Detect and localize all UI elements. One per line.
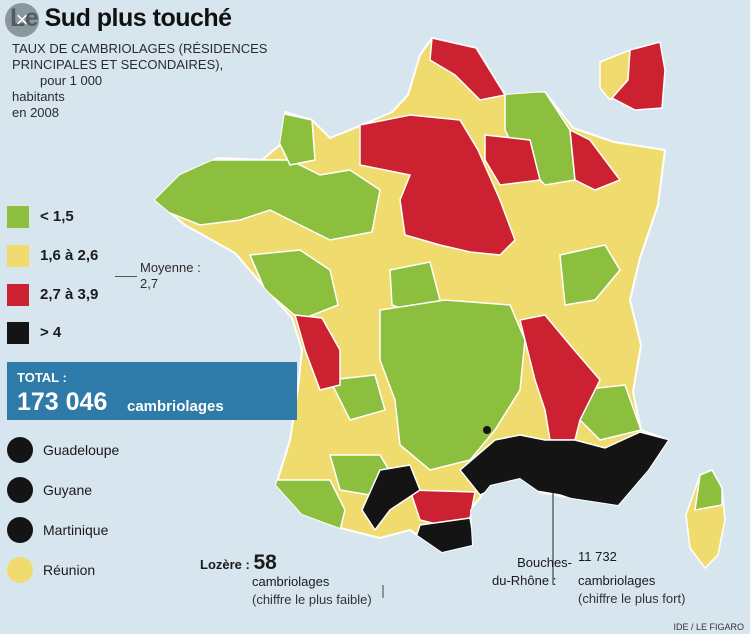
corsica-north xyxy=(694,469,723,511)
lozere-value: 58 xyxy=(253,551,277,574)
lozere-note: (chiffre le plus faible) xyxy=(252,592,372,607)
subtitle-line-1: TAUX DE CAMBRIOLAGES (RÉSIDENCES xyxy=(12,41,268,56)
page-title: Le Sud plus touché xyxy=(10,4,232,32)
bouches-name-1: Bouches- xyxy=(517,555,572,570)
lozere-name: Lozère : xyxy=(200,557,250,572)
region-toulouse xyxy=(361,464,421,532)
reunion-dot xyxy=(7,557,33,583)
total-label: TOTAL : xyxy=(17,370,67,385)
region-bretagne xyxy=(155,159,381,241)
legend-swatch-red xyxy=(7,284,29,306)
legend-label-red: 2,7 à 3,9 xyxy=(40,286,99,303)
bouches-name-2: du-Rhône : xyxy=(492,573,557,588)
region-vendee xyxy=(293,314,341,391)
region-dordogne xyxy=(328,374,386,421)
bouches-note: (chiffre le plus fort) xyxy=(578,591,686,606)
legend-swatch-yellow xyxy=(7,245,29,267)
bouches-unit: cambriolages xyxy=(578,573,656,588)
guadeloupe-dot xyxy=(7,437,33,463)
total-value: 173 046 xyxy=(17,388,108,416)
guyane-label: Guyane xyxy=(43,482,93,498)
total-unit: cambriolages xyxy=(127,398,224,415)
map-subtitle: TAUX DE CAMBRIOLAGES (RÉSIDENCES PRINCIP… xyxy=(12,41,312,121)
martinique-dot xyxy=(7,517,33,543)
region-marne xyxy=(484,134,541,186)
legend-label-green: < 1,5 xyxy=(40,208,74,225)
moyenne-note: Moyenne : 2,7 xyxy=(140,260,201,292)
martinique-label: Martinique xyxy=(43,522,109,538)
legend-swatch-black xyxy=(7,322,29,344)
region-rhone xyxy=(519,314,601,441)
region-nord xyxy=(429,38,507,101)
subtitle-line-3: pour 1 000 xyxy=(40,73,103,88)
region-landes xyxy=(268,479,346,531)
region-mediterranee xyxy=(458,431,668,511)
moyenne-connector xyxy=(115,276,137,277)
lozere-marker xyxy=(483,426,491,434)
guyane-dot xyxy=(7,477,33,503)
credit: IDE / LE FIGARO xyxy=(673,622,744,632)
close-icon[interactable]: × xyxy=(5,3,39,37)
lozere-callout: Lozère : 58 xyxy=(200,551,277,575)
reunion-label: Réunion xyxy=(43,562,96,578)
subtitle-line-5: en 2008 xyxy=(12,105,59,120)
region-jura xyxy=(559,244,621,306)
moyenne-value: 2,7 xyxy=(140,276,159,291)
legend-label-yellow: 1,6 à 2,6 xyxy=(40,247,99,264)
region-alsace xyxy=(569,128,622,191)
legend-swatch-green xyxy=(7,206,29,228)
guadeloupe-label: Guadeloupe xyxy=(43,442,120,458)
subtitle-line-4: habitants xyxy=(12,89,65,104)
legend-label-black: > 4 xyxy=(40,324,62,341)
region-ile-de-france xyxy=(359,114,516,256)
moyenne-label: Moyenne : xyxy=(140,260,201,275)
total-box: TOTAL : 173 046 cambriolages xyxy=(7,362,297,420)
lozere-unit: cambriolages xyxy=(252,574,330,589)
subtitle-line-2: PRINCIPALES ET SECONDAIRES), xyxy=(12,57,224,72)
bouches-value: 11 732 xyxy=(578,549,617,564)
inset-paris-red xyxy=(610,41,666,111)
